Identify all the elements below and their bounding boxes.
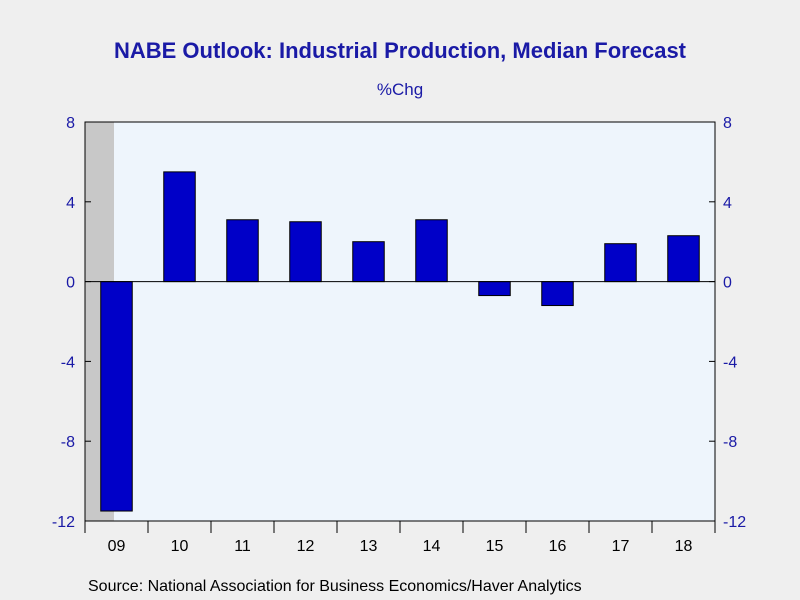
x-tick-label: 14 [423,538,441,555]
bar-17 [604,243,637,283]
y-tick-label-left: 0 [66,275,75,292]
x-tick-label: 12 [297,538,315,555]
y-tick-label-right: -4 [723,354,737,371]
chart-source: Source: National Association for Busines… [88,578,582,595]
chart-title: NABE Outlook: Industrial Production, Med… [113,38,687,63]
y-tick-label-right: -12 [723,514,746,531]
x-tick-label: 18 [675,538,693,555]
x-tick-label: 17 [612,538,630,555]
x-tick-label: 15 [486,538,504,555]
bar-18 [667,235,700,283]
x-tick-label: 16 [549,538,567,555]
y-tick-label-right: 0 [723,275,732,292]
y-tick-label-right: 8 [723,115,732,132]
bar-11 [226,219,259,283]
y-tick-label-right: 4 [723,195,732,212]
y-tick-label-left: -4 [61,354,75,371]
bar-13 [352,241,385,283]
bar-12 [289,221,322,283]
x-tick-label: 11 [234,538,251,555]
x-tick-label: 10 [171,538,189,555]
y-tick-label-right: -8 [723,434,737,451]
x-tick-label: 09 [108,538,126,555]
y-tick-label-left: -12 [52,514,75,531]
y-tick-label-left: -8 [61,434,75,451]
bar-10 [163,171,196,283]
bar-09 [100,281,133,512]
bar-layer [100,171,700,512]
chart-subtitle: %Chg [376,80,424,99]
axis-layer: 8 8 4 4 0 0 -4 -4 -8 -8 -12 -12 09 10 11 12 13 14 15 16 17 18 [52,115,746,555]
bar-15 [478,281,511,297]
bar-16 [541,281,574,307]
bar-14 [415,219,448,283]
y-tick-label-left: 4 [66,195,75,212]
x-tick-label: 13 [360,538,378,555]
y-tick-label-left: 8 [66,115,75,132]
